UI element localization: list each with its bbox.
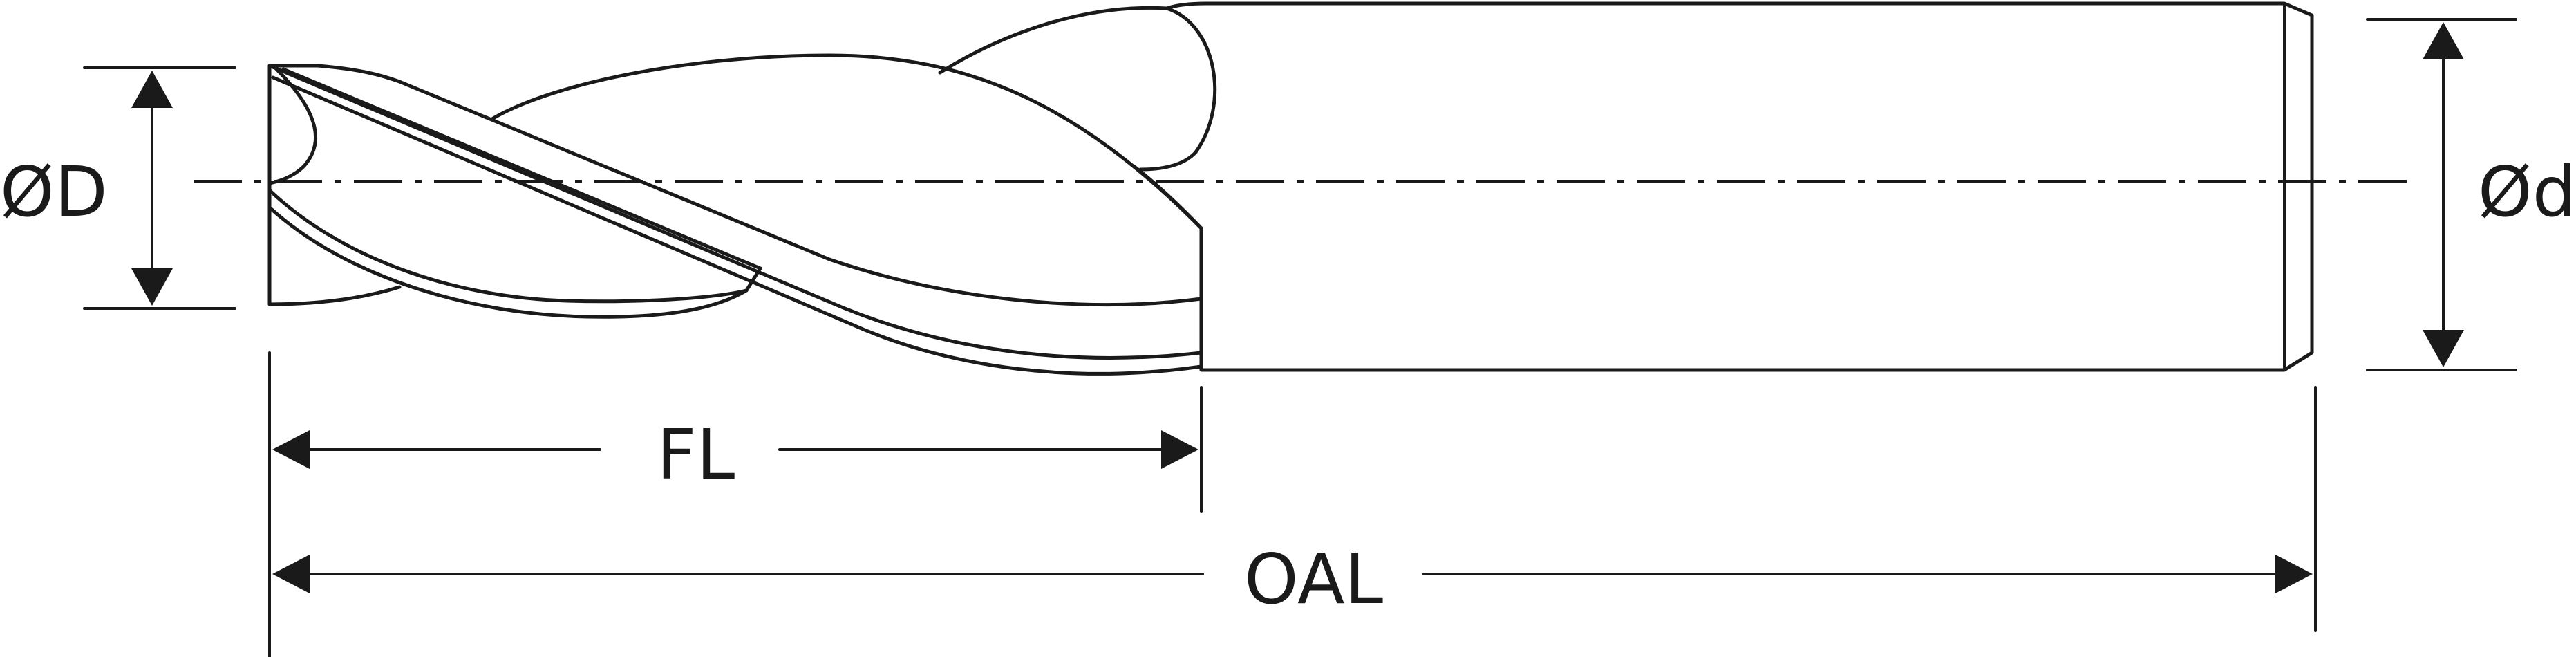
cutting-diameter-label: ØD — [0, 151, 108, 232]
od-arrow-up-icon — [131, 71, 173, 108]
fl-arrow-right-icon — [1161, 430, 1198, 469]
oal-arrow-left-icon — [272, 555, 310, 593]
flute-length-dimension: FL — [272, 414, 1198, 495]
overall-length-label: OAL — [1244, 539, 1383, 620]
upper-flute-lobe — [490, 53, 1203, 230]
fl-arrow-left-icon — [272, 430, 310, 469]
tip-bottom-edge — [267, 285, 402, 306]
sd-arrow-down-icon — [2423, 330, 2464, 367]
tip-inner-curve — [267, 67, 318, 185]
sd-arrow-up-icon — [2423, 22, 2464, 59]
shank-diameter-dimension: Ød — [2366, 18, 2576, 371]
od-arrow-down-icon — [131, 268, 173, 306]
cutting-diameter-dimension: ØD — [0, 66, 236, 310]
neck-flute-lobe — [938, 6, 1169, 75]
overall-length-dimension: OAL — [272, 539, 2313, 620]
shank — [1132, 1, 2314, 372]
helix-edge-2 — [397, 80, 1203, 307]
lower-flute-lobe-1 — [267, 188, 749, 304]
tip-top-edge — [267, 64, 402, 84]
shank-outline — [1132, 1, 2314, 372]
helix-edge-2b — [281, 67, 762, 270]
shank-diameter-label: Ød — [2478, 151, 2576, 232]
shank-neck-curve — [1138, 1, 1217, 172]
helix-edge-1b — [271, 75, 1203, 376]
flute-length-label: FL — [657, 414, 735, 495]
lower-flute-lobe-2 — [267, 205, 762, 319]
oal-arrow-right-icon — [2275, 555, 2313, 593]
helix-edge-1a — [267, 64, 1203, 360]
fluted-section — [267, 6, 1203, 376]
